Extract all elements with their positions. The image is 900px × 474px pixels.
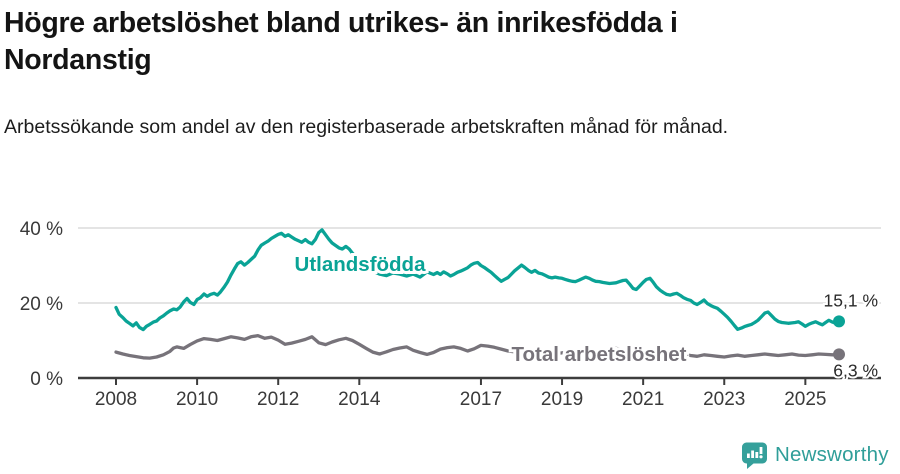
series-label-total: Total arbetslöshet <box>511 343 686 366</box>
x-tick-label-2023: 2023 <box>703 389 745 410</box>
newsworthy-wordmark: Newsworthy <box>775 443 889 466</box>
newsworthy-icon <box>741 441 768 470</box>
end-value-label-utlandsfodda: 15,1 % <box>824 290 878 310</box>
x-tick-label-2017: 2017 <box>460 389 502 410</box>
x-tick-label-2021: 2021 <box>622 389 664 410</box>
x-tick-label-2012: 2012 <box>257 389 299 410</box>
page-title-line2: Nordanstig <box>4 44 152 76</box>
page-title: Högre arbetslöshet bland utrikes- än inr… <box>4 5 864 79</box>
line-total <box>114 333 841 360</box>
newsworthy-logo[interactable]: Newsworthy <box>741 440 889 470</box>
end-dot-utlandsfodda <box>833 315 846 328</box>
x-tick-label-2010: 2010 <box>176 389 218 410</box>
x-tick-label-2019: 2019 <box>541 389 583 410</box>
x-tick-label-2008: 2008 <box>95 389 137 410</box>
x-tick-label-2014: 2014 <box>338 389 381 410</box>
x-tick-label-2025: 2025 <box>784 389 826 410</box>
page-title-line1: Högre arbetslöshet bland utrikes- än inr… <box>4 7 678 39</box>
line-utlandsfodda <box>114 228 841 332</box>
y-tick-label-0: 0 % <box>30 369 63 390</box>
end-dot-total <box>833 348 846 361</box>
series-label-utlandsfodda: Utlandsfödda <box>295 253 427 276</box>
page-subtitle: Arbetssökande som andel av den registerb… <box>4 116 729 138</box>
y-tick-label-20: 20 % <box>20 294 63 315</box>
y-tick-label-40: 40 % <box>20 219 63 240</box>
end-value-label-total: 6,3 % <box>833 360 878 380</box>
